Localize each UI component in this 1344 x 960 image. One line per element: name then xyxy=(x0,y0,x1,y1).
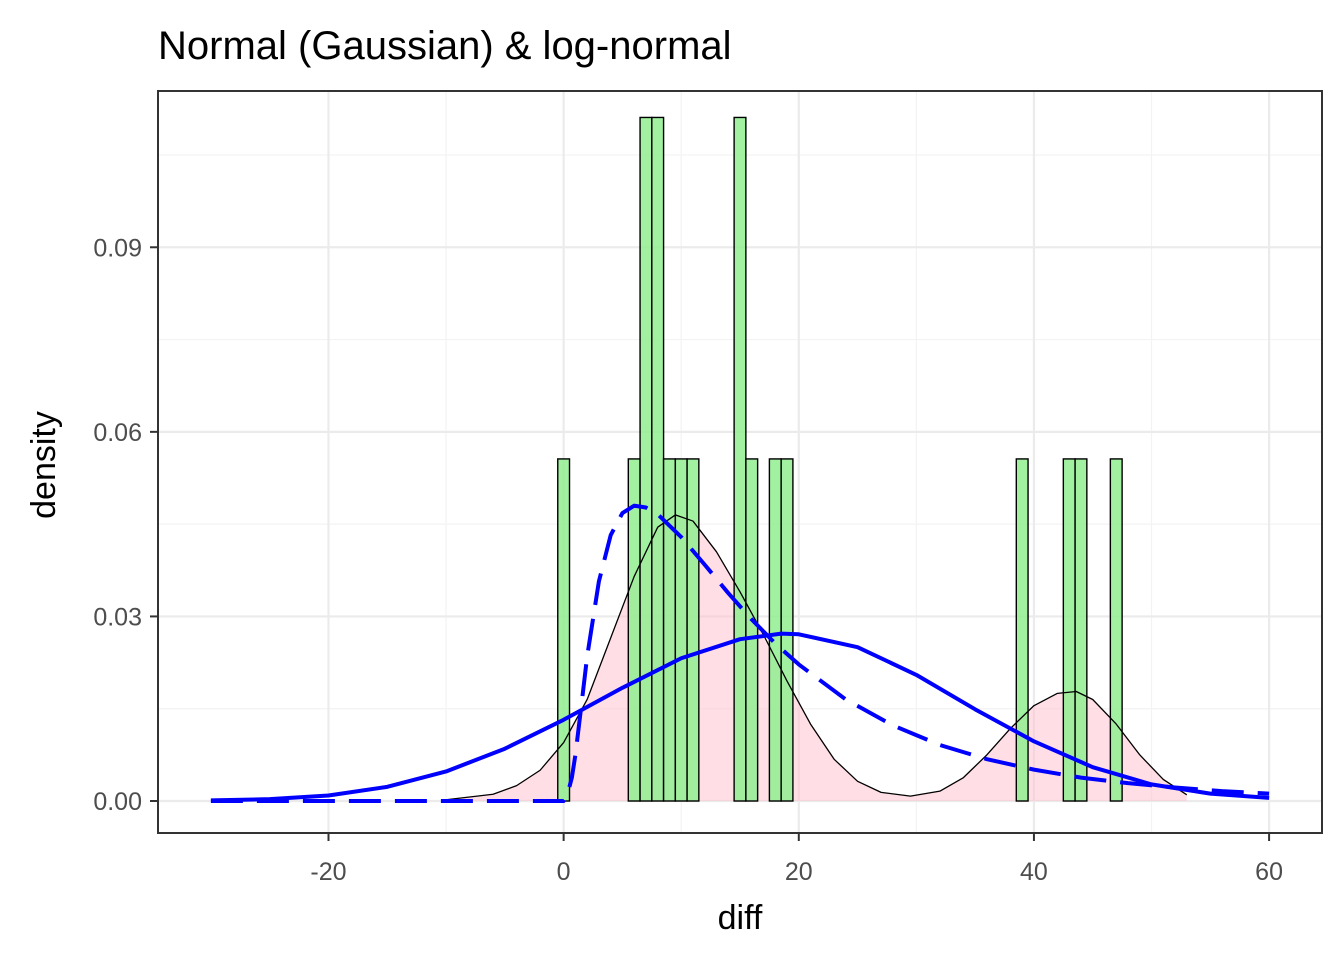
lognormal-fit-line xyxy=(210,503,1270,804)
fit-lines-layer xyxy=(210,503,1270,804)
histogram-bar xyxy=(1109,458,1123,802)
kde-line-layer xyxy=(445,514,1188,801)
histogram-bar xyxy=(780,458,794,802)
x-tick-label: 0 xyxy=(557,858,571,886)
histogram-bar xyxy=(662,458,677,802)
histogram-bar xyxy=(686,458,700,802)
chart-title: Normal (Gaussian) & log-normal xyxy=(158,24,732,68)
histogram-bar xyxy=(733,116,747,802)
histogram-bar xyxy=(674,458,688,802)
x-tick-label: 40 xyxy=(1020,858,1048,886)
x-tick-label: 20 xyxy=(785,858,813,886)
x-axis-title: diff xyxy=(718,899,763,937)
histogram-bar xyxy=(745,458,759,802)
histogram-layer xyxy=(557,116,1123,802)
x-tick-label: -20 xyxy=(310,858,346,886)
x-axis: -20 0 20 40 60 xyxy=(310,833,1283,886)
y-tick-label: 0.06 xyxy=(93,419,142,447)
y-tick-label: 0.03 xyxy=(93,603,142,631)
y-tick-label: 0.09 xyxy=(93,234,142,262)
y-tick-label: 0.00 xyxy=(93,788,142,816)
histogram-bar xyxy=(768,458,782,802)
kde-line xyxy=(445,514,1188,801)
histogram-bar xyxy=(639,116,653,802)
x-tick-label: 60 xyxy=(1255,858,1283,886)
histogram-bar xyxy=(1015,458,1029,802)
y-axis: 0.00 0.03 0.06 0.09 xyxy=(93,234,158,816)
histogram-bar xyxy=(1074,458,1088,802)
histogram-bar xyxy=(651,116,665,802)
panel-border xyxy=(157,90,1323,834)
y-axis-title: density xyxy=(25,411,63,519)
histogram-bar xyxy=(557,458,571,802)
histogram-bar xyxy=(1062,458,1076,802)
normal-fit-line xyxy=(210,631,1270,803)
